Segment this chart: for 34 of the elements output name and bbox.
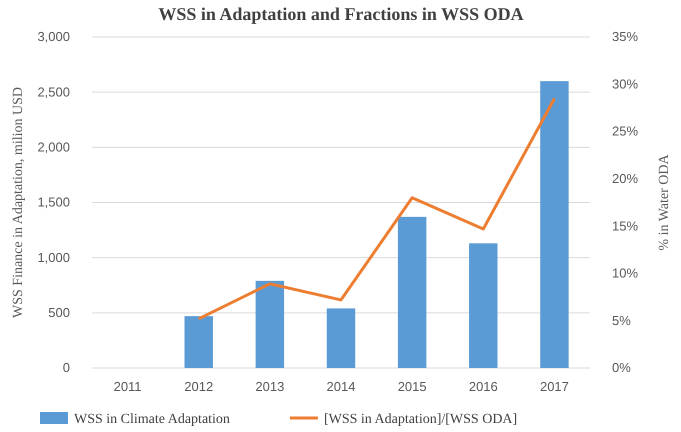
y2-tick-label: 15% bbox=[612, 218, 638, 234]
bar bbox=[540, 81, 569, 368]
bar bbox=[326, 308, 356, 368]
y-tick-label: 2,000 bbox=[37, 139, 70, 154]
y-tick-label: 2,500 bbox=[37, 84, 70, 100]
y2-tick-label: 0% bbox=[612, 360, 632, 376]
bar bbox=[256, 280, 284, 368]
x-tick-label: 2011 bbox=[114, 379, 142, 394]
bar bbox=[398, 216, 426, 368]
y-tick-label: 0 bbox=[62, 360, 70, 376]
y2-tick-label: 5% bbox=[612, 312, 632, 328]
y2-tick-label: 20% bbox=[612, 171, 638, 186]
y2-tick-label: 35% bbox=[612, 29, 638, 44]
chart-title: WSS in Adaptation and Fractions in WSS ODA bbox=[158, 4, 524, 24]
bar bbox=[184, 316, 213, 368]
y-axis-title: WSS Finance in Adaptation, milion USD bbox=[11, 87, 26, 318]
y2-tick-label: 30% bbox=[612, 76, 638, 92]
line-series bbox=[197, 96, 556, 320]
y-tick-label: 500 bbox=[48, 304, 70, 320]
y-tick-label: 1,500 bbox=[37, 194, 70, 210]
x-tick-label: 2014 bbox=[326, 379, 356, 394]
x-tick-label: 2016 bbox=[468, 379, 498, 394]
legend-label: WSS in Climate Adaptation bbox=[74, 412, 230, 427]
x-tick-label: 2017 bbox=[540, 379, 569, 394]
x-tick-label: 2012 bbox=[184, 379, 214, 394]
y2-tick-label: 25% bbox=[612, 124, 638, 139]
bar bbox=[469, 243, 498, 368]
legend-label: [WSS in Adaptation]/[WSS ODA] bbox=[324, 412, 518, 427]
y-tick-label: 3,000 bbox=[37, 29, 70, 44]
y-tick-label: 1,000 bbox=[37, 250, 70, 265]
y2-tick-label: 10% bbox=[612, 266, 638, 281]
y2-axis-title: % in Water ODA bbox=[657, 154, 672, 251]
x-tick-label: 2015 bbox=[398, 379, 427, 394]
x-tick-label: 2013 bbox=[255, 379, 284, 394]
